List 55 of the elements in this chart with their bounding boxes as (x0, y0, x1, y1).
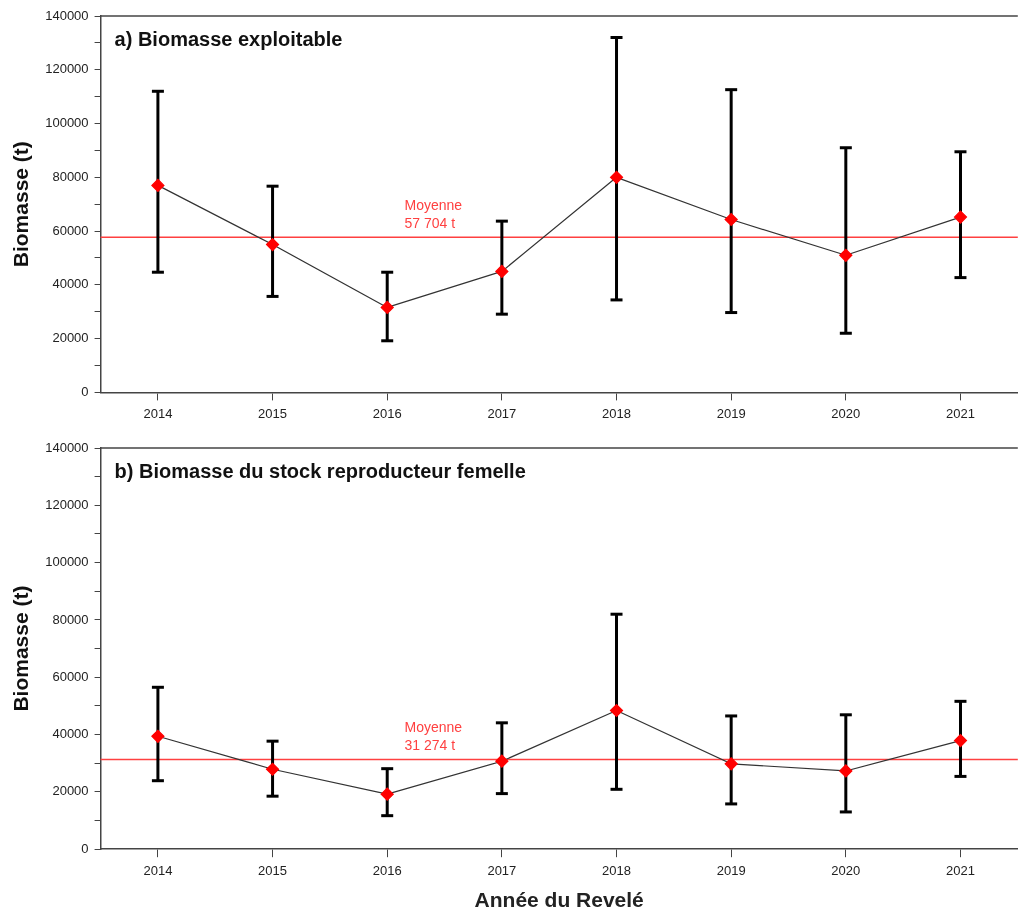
ref-line-label: Moyenne 31 274 t (404, 719, 463, 754)
point (609, 703, 624, 718)
x-tick-label: 2014 (143, 862, 173, 878)
point (265, 237, 280, 252)
y-tick-label: 100000 (45, 115, 89, 131)
ref-line-label: Moyenne 57 704 t (404, 197, 463, 232)
x-tick-label: 2016 (372, 862, 402, 878)
x-tick-label: 2021 (946, 405, 975, 421)
point (839, 248, 853, 262)
y-tick-label: 20000 (52, 783, 89, 799)
y-tick-label: 140000 (45, 439, 89, 455)
point (495, 264, 509, 279)
y-tick-label: 0 (81, 383, 89, 399)
point (953, 210, 968, 224)
x-tick-label: 2018 (602, 862, 631, 878)
point (609, 170, 624, 184)
x-tick-label: 2021 (946, 862, 975, 878)
y-tick-label: 60000 (52, 222, 89, 238)
x-tick-label: 2020 (831, 405, 861, 421)
y-tick-label: 80000 (52, 168, 89, 184)
point (495, 754, 509, 768)
point (380, 787, 394, 801)
y-tick-label: 140000 (45, 7, 89, 23)
y-tick-label: 80000 (52, 611, 89, 627)
y-tick-label: 120000 (45, 496, 89, 512)
point (724, 212, 738, 227)
x-tick-label: 2019 (716, 405, 746, 421)
point (380, 300, 394, 315)
point (265, 762, 280, 776)
x-tick-label: 2014 (143, 405, 173, 421)
point (724, 757, 738, 771)
x-tick-label: 2020 (831, 862, 861, 878)
y-tick-label: 120000 (45, 61, 89, 77)
y-tick-label: 40000 (52, 276, 89, 292)
y-tick-label: 20000 (52, 330, 89, 346)
x-tick-label: 2015 (258, 862, 288, 878)
x-tick-label: 2016 (372, 405, 402, 421)
point (953, 733, 968, 748)
x-tick-label: 2019 (716, 862, 746, 878)
y-tick-label: 40000 (52, 726, 89, 742)
y-axis-title: Biomasse (t) (9, 585, 33, 712)
y-tick-label: 60000 (52, 668, 89, 684)
point (839, 764, 853, 778)
point (151, 178, 165, 192)
text: a) Biomasse exploitable (114, 27, 343, 50)
y-tick-label: 0 (81, 840, 89, 856)
y-axis-title: Biomasse (t) (9, 141, 33, 268)
text: b) Biomasse du stock reproducteur femelle (114, 459, 526, 482)
x-axis-title: Année du Revelé (474, 888, 644, 912)
x-tick-label: 2018 (602, 405, 631, 421)
y-tick-label: 100000 (45, 554, 89, 570)
x-tick-label: 2017 (487, 862, 517, 878)
x-tick-label: 2017 (487, 405, 517, 421)
point (151, 729, 165, 743)
x-tick-label: 2015 (258, 405, 288, 421)
